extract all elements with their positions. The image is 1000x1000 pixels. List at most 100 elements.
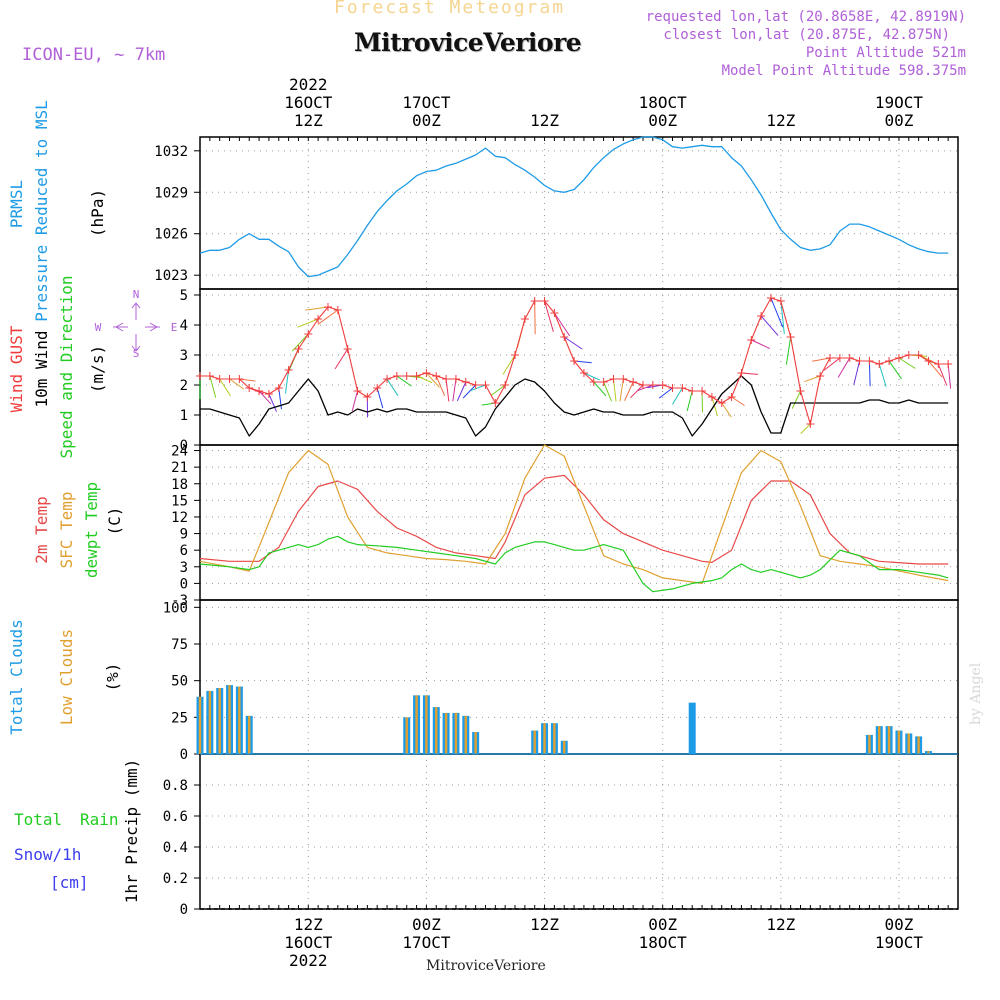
- wind-gust-marker: [245, 384, 254, 392]
- wind-gust-marker: [323, 303, 332, 311]
- wind-gust-marker: [412, 372, 421, 380]
- wind-gust-marker: [501, 381, 510, 389]
- wind-arrow: [376, 387, 384, 409]
- pressure-y-tick-label: 1023: [154, 268, 188, 284]
- low-clouds-bar: [464, 715, 467, 754]
- low-clouds-bar: [208, 690, 212, 754]
- low-clouds-bar: [248, 715, 251, 754]
- wind-gust-marker: [422, 369, 431, 377]
- wind-gust-marker: [550, 309, 559, 317]
- precip-cm-label: [cm]: [50, 873, 89, 892]
- wind-arrow: [426, 372, 440, 388]
- wind-arrow: [544, 300, 554, 332]
- top-time-label: 12Z: [294, 111, 323, 130]
- wind-gust-marker: [451, 375, 460, 383]
- wind-arrow: [583, 372, 600, 381]
- requested-point: requested lon,lat (20.8658E, 42.8919N): [645, 9, 966, 25]
- wind-arrow: [791, 390, 801, 409]
- pressure-y-tick-label: 1032: [154, 144, 188, 160]
- wind-arrow: [462, 384, 476, 399]
- compass-east: E: [171, 321, 178, 334]
- temperature-y-tick-label: 3: [180, 560, 188, 576]
- wind-gust-marker: [205, 372, 214, 380]
- wind-10m-label: 10m Wind: [32, 330, 51, 407]
- pressure-series-line: [199, 136, 949, 278]
- wind-gust-marker: [757, 312, 766, 320]
- wind-arrow: [563, 336, 583, 350]
- wind-arrow: [812, 357, 831, 362]
- low-clouds-bar: [238, 686, 241, 754]
- temperature-y-tick-label: -3: [171, 593, 188, 609]
- wind-gust-marker: [668, 384, 677, 392]
- wind-arrow: [396, 375, 412, 387]
- low-clouds-bar: [415, 695, 418, 754]
- wind-gust-marker: [934, 360, 943, 368]
- model-point-altitude: Model Point Altitude 598.375m: [721, 63, 966, 79]
- wind-arrow: [291, 333, 309, 352]
- low-clouds-bar: [887, 726, 891, 754]
- wind-gust-marker: [776, 297, 785, 305]
- temp-unit-label: (C): [105, 507, 124, 536]
- wind-gust-marker: [363, 393, 372, 401]
- total-clouds-bar: [688, 702, 696, 754]
- bottom-time-label: 00Z: [884, 915, 913, 934]
- footer-station-name: MitroviceVeriore: [426, 958, 546, 974]
- wind-arrow: [878, 363, 887, 387]
- low-clouds-bar: [454, 712, 458, 754]
- wind-gust-marker: [432, 372, 441, 380]
- clouds-y-tick-label: 100: [163, 600, 188, 616]
- low-clouds-bar: [228, 685, 231, 754]
- pressure-label-prmsl: PRMSL: [7, 180, 26, 228]
- wind-arrow: [219, 378, 231, 397]
- bottom-time-label: 12Z: [766, 915, 795, 934]
- point-altitude: Point Altitude 521m: [805, 45, 966, 61]
- clouds-unit-label: (%): [103, 663, 122, 692]
- wind-gust-marker: [530, 297, 539, 305]
- wind-gust-marker: [845, 354, 854, 362]
- top-time-label: 17OCT: [402, 93, 451, 112]
- precip-rain-label: Rain: [80, 810, 119, 829]
- wind-y-tick-label: 0: [180, 438, 188, 454]
- model-label: ICON-EU, ~ 7km: [22, 45, 166, 65]
- wind-arrow: [785, 336, 792, 365]
- bottom-time-label: 00Z: [412, 915, 441, 934]
- low-clouds-bar: [425, 695, 428, 754]
- temp-2m-label: 2m Temp: [32, 496, 51, 563]
- temperature-panel-frame: [199, 444, 959, 601]
- temperature-y-tick-label: 9: [180, 527, 188, 543]
- low-clouds-bar: [917, 736, 920, 754]
- pressure-y-tick-label: 1026: [154, 227, 188, 243]
- wind-gust-marker: [294, 345, 303, 353]
- compass-west: W: [95, 321, 102, 334]
- top-time-label: 18OCT: [639, 93, 688, 112]
- wind-gust-marker: [747, 336, 756, 344]
- temperature-y-tick-label: 12: [171, 510, 188, 526]
- closest-point: closest lon,lat (20.875E, 42.875N): [663, 27, 950, 43]
- clouds-panel-frame: [199, 599, 959, 755]
- low-clouds-bar: [553, 723, 556, 754]
- wind-arrow: [470, 384, 486, 392]
- compass-south: S: [133, 347, 140, 360]
- wind-gust-marker: [333, 306, 342, 314]
- wind-gust-marker: [894, 354, 903, 362]
- temp-2m-line: [199, 474, 949, 565]
- wind-gust-marker: [471, 381, 480, 389]
- wind-gust-marker: [944, 360, 953, 368]
- wind-gust-marker: [579, 369, 588, 377]
- watermark: by Angel: [968, 662, 984, 725]
- low-clouds-bar: [563, 740, 566, 754]
- low-clouds-bar: [533, 730, 536, 754]
- wind-arrow: [751, 339, 771, 349]
- wind-gust-marker: [648, 381, 657, 389]
- wind-arrow: [624, 381, 634, 401]
- wind-gust-marker: [766, 294, 775, 302]
- top-time-label: 00Z: [884, 111, 913, 130]
- low-clouds-bar: [897, 730, 901, 754]
- wind-gust-marker: [658, 381, 667, 389]
- wind-gust-marker: [914, 351, 923, 359]
- wind-y-tick-label: 5: [180, 288, 188, 304]
- precip-y-tick-label: 0.2: [163, 871, 188, 887]
- page-title: MitroviceVeriore: [354, 28, 582, 57]
- wind-gust-marker: [274, 384, 283, 392]
- wind-y-tick-label: 3: [180, 348, 188, 364]
